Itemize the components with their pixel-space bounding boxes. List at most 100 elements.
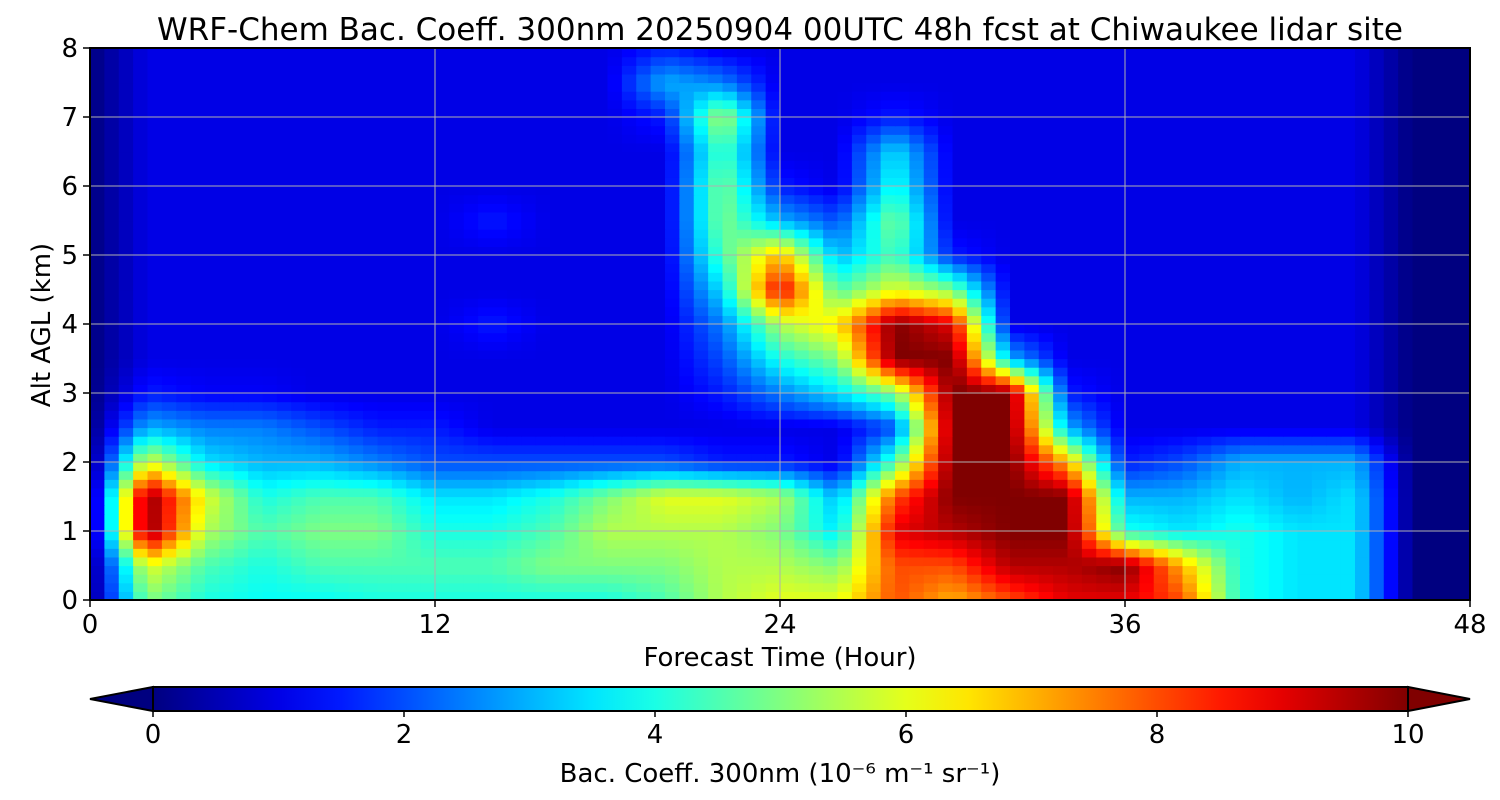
heatmap-cell (780, 358, 795, 368)
heatmap-cell (420, 367, 436, 377)
heatmap-cell (535, 384, 551, 394)
heatmap-cell (866, 436, 882, 446)
heatmap-cell (1369, 548, 1385, 558)
heatmap-cell (1326, 151, 1342, 161)
heatmap-cell (1225, 160, 1241, 170)
heatmap-cell (133, 142, 149, 153)
heatmap-cell (334, 453, 350, 463)
heatmap-cell (276, 574, 292, 584)
heatmap-cell (118, 401, 134, 411)
heatmap-cell (305, 177, 321, 187)
heatmap-cell (621, 263, 637, 273)
heatmap-cell (593, 272, 609, 282)
heatmap-cell (1455, 436, 1471, 446)
heatmap-cell (1110, 367, 1126, 377)
heatmap-cell (1455, 255, 1471, 265)
heatmap-cell (478, 168, 494, 178)
heatmap-cell (550, 177, 565, 187)
heatmap-cell (1182, 168, 1198, 178)
heatmap-cell (722, 462, 738, 472)
heatmap-cell (1268, 453, 1284, 463)
heatmap-cell (1340, 211, 1356, 222)
heatmap-cell (1355, 306, 1370, 316)
heatmap-cell (176, 151, 192, 161)
heatmap-cell (909, 591, 925, 601)
heatmap-cell (909, 444, 925, 454)
heatmap-cell (305, 289, 321, 299)
heatmap-cell (1412, 513, 1428, 523)
heatmap-cell (665, 324, 680, 334)
heatmap-cell (363, 531, 379, 541)
heatmap-cell (780, 479, 795, 489)
heatmap-cell (248, 151, 264, 161)
heatmap-cell (880, 539, 896, 549)
heatmap-cell (564, 151, 580, 161)
heatmap-cell (1196, 582, 1212, 592)
heatmap-cell (693, 565, 709, 575)
heatmap-cell (995, 401, 1011, 411)
heatmap-cell (1067, 289, 1083, 299)
heatmap-cell (219, 513, 235, 523)
heatmap-cell (981, 582, 997, 592)
heatmap-cell (334, 591, 350, 601)
heatmap-cell (320, 427, 335, 437)
heatmap-cell (650, 427, 666, 437)
heatmap-cell (909, 151, 925, 161)
heatmap-cell (118, 194, 134, 204)
heatmap-cell (1182, 436, 1198, 446)
heatmap-cell (1383, 280, 1399, 291)
heatmap-cell (521, 324, 537, 334)
heatmap-cell (823, 324, 839, 334)
heatmap-cell (808, 418, 824, 429)
heatmap-cell (909, 315, 925, 325)
heatmap-cell (866, 591, 882, 601)
heatmap-cell (636, 220, 652, 230)
heatmap-cell (952, 479, 968, 489)
heatmap-cell (348, 436, 364, 446)
heatmap-cell (334, 211, 350, 222)
heatmap-cell (995, 539, 1011, 549)
heatmap-cell (1369, 401, 1385, 411)
heatmap-cell (1355, 444, 1370, 454)
heatmap-cell (391, 375, 407, 385)
heatmap-cell (248, 479, 264, 489)
heatmap-cell (248, 237, 264, 247)
heatmap-cell (1038, 522, 1054, 532)
heatmap-cell (1455, 246, 1471, 256)
heatmap-cell (406, 444, 422, 454)
heatmap-cell (506, 263, 522, 273)
heatmap-cell (492, 522, 508, 532)
heatmap-cell (1211, 418, 1227, 429)
heatmap-cell (147, 246, 163, 256)
heatmap-cell (1053, 358, 1069, 368)
heatmap-cell (320, 229, 335, 239)
heatmap-cell (104, 289, 120, 299)
heatmap-cell (291, 470, 307, 480)
heatmap-cell (492, 496, 508, 506)
heatmap-cell (550, 160, 565, 170)
heatmap-cell (478, 436, 494, 446)
heatmap-cell (1067, 168, 1083, 178)
heatmap-cell (320, 237, 335, 247)
heatmap-cell (334, 565, 350, 575)
heatmap-cell (449, 177, 465, 187)
heatmap-cell (751, 229, 767, 239)
heatmap-cell (866, 237, 882, 247)
heatmap-cell (1355, 237, 1370, 247)
heatmap-cell (161, 556, 177, 567)
heatmap-cell (952, 539, 968, 549)
heatmap-cell (564, 384, 580, 394)
heatmap-cell (938, 505, 954, 515)
heatmap-cell (1225, 479, 1241, 489)
heatmap-cell (391, 324, 407, 334)
heatmap-cell (334, 160, 350, 170)
heatmap-cell (765, 349, 781, 360)
heatmap-cell (909, 349, 925, 360)
heatmap-cell (1297, 436, 1313, 446)
heatmap-cell (506, 548, 522, 558)
heatmap-cell (320, 168, 335, 178)
heatmap-cell (1153, 168, 1169, 178)
heatmap-cell (636, 298, 652, 308)
heatmap-cell (808, 220, 824, 230)
heatmap-cell (1125, 289, 1140, 299)
